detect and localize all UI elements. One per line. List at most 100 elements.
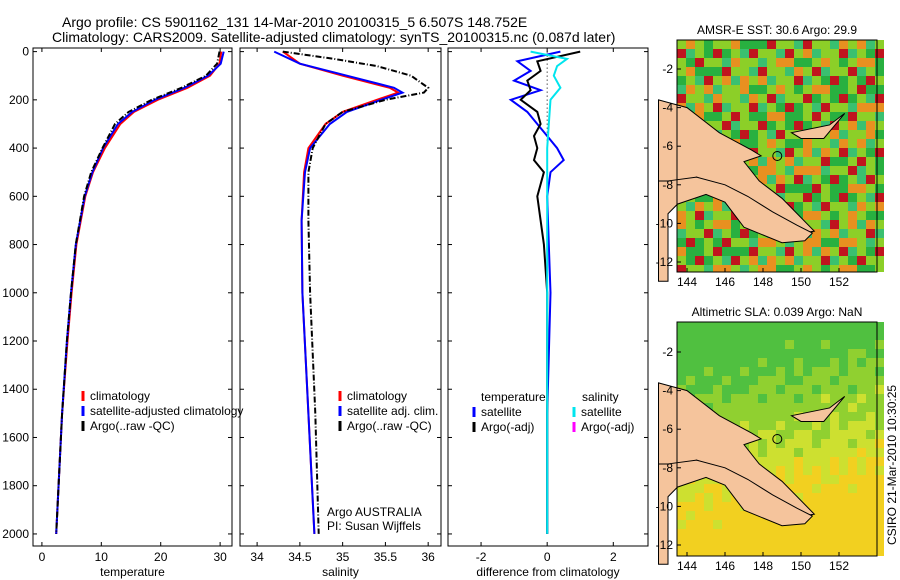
- map-cell: [785, 340, 794, 349]
- map-cell: [812, 349, 821, 358]
- map-cell: [731, 58, 740, 67]
- map-cell: [767, 520, 776, 529]
- map-cell: [839, 220, 848, 229]
- map-cell: [749, 103, 758, 112]
- map-cell: [749, 229, 758, 238]
- map-cell: [785, 331, 794, 340]
- map-cell: [713, 256, 722, 265]
- map-cell: [713, 76, 722, 85]
- map-cell: [794, 76, 803, 85]
- map-cell: [848, 103, 857, 112]
- map-cell: [677, 529, 686, 538]
- map-lon-label: 148: [753, 559, 773, 573]
- map-cell: [785, 367, 794, 376]
- map-cell: [830, 148, 839, 157]
- map-cell: [785, 67, 794, 76]
- map-cell: [830, 256, 839, 265]
- map-cell: [767, 430, 776, 439]
- map-cell: [857, 502, 866, 511]
- axes-box: [32, 47, 233, 547]
- map-cell: [758, 457, 767, 466]
- map-cell: [857, 385, 866, 394]
- map-cell: [722, 538, 731, 547]
- map-cell: [803, 493, 812, 502]
- map-lat-label: -6: [662, 422, 673, 436]
- map-cell: [821, 385, 830, 394]
- map-cell: [776, 394, 785, 403]
- map-cell: [758, 421, 767, 430]
- map-cell: [830, 130, 839, 139]
- map-cell: [821, 103, 830, 112]
- map-cell: [695, 112, 704, 121]
- map-cell: [785, 421, 794, 430]
- map-cell: [866, 448, 875, 457]
- map-cell: [821, 367, 830, 376]
- map-cell: [812, 385, 821, 394]
- map-cell: [875, 529, 884, 538]
- map-cell: [758, 547, 767, 556]
- map-cell: [830, 475, 839, 484]
- map-cell: [686, 229, 695, 238]
- map-cell: [722, 85, 731, 94]
- map-cell: [713, 247, 722, 256]
- map-cell: [677, 340, 686, 349]
- map-cell: [758, 112, 767, 121]
- map-cell: [866, 67, 875, 76]
- map-cell: [695, 220, 704, 229]
- map-cell: [821, 76, 830, 85]
- map-cell: [785, 157, 794, 166]
- map-cell: [767, 358, 776, 367]
- map-cell: [875, 520, 884, 529]
- map-cell: [812, 157, 821, 166]
- map-cell: [812, 511, 821, 520]
- map-cell: [875, 430, 884, 439]
- map-title: Altimetric SLA: 0.039 Argo: NaN: [692, 305, 863, 319]
- map-cell: [749, 49, 758, 58]
- map-cell: [731, 121, 740, 130]
- x-tick-label: -2: [476, 550, 487, 564]
- map-cell: [875, 139, 884, 148]
- map-cell: [875, 157, 884, 166]
- map-cell: [722, 358, 731, 367]
- y-tick-label: 200: [9, 93, 29, 107]
- map-cell: [749, 238, 758, 247]
- map-cell: [758, 403, 767, 412]
- map-cell: [740, 229, 749, 238]
- map-cell: [749, 376, 758, 385]
- map-cell: [776, 340, 785, 349]
- map-cell: [740, 511, 749, 520]
- map-cell: [767, 421, 776, 430]
- map-cell: [848, 529, 857, 538]
- map-cell: [713, 238, 722, 247]
- x-tick-label: 34: [250, 550, 264, 564]
- map-cell: [839, 202, 848, 211]
- map-cell: [776, 85, 785, 94]
- map-cell: [875, 121, 884, 130]
- map-cell: [803, 331, 812, 340]
- map-cell: [821, 466, 830, 475]
- map-cell: [713, 322, 722, 331]
- map-cell: [722, 121, 731, 130]
- map-cell: [686, 103, 695, 112]
- map-cell: [731, 265, 740, 272]
- map-cell: [866, 547, 875, 556]
- map-cell: [758, 529, 767, 538]
- map-cell: [695, 202, 704, 211]
- map-cell: [857, 421, 866, 430]
- map-cell: [794, 265, 803, 272]
- map-cell: [686, 67, 695, 76]
- map-cell: [758, 340, 767, 349]
- map-cell: [767, 85, 776, 94]
- map-cell: [857, 394, 866, 403]
- map-cell: [848, 49, 857, 58]
- map-cell: [758, 394, 767, 403]
- map-cell: [875, 493, 884, 502]
- map-cell: [776, 466, 785, 475]
- y-tick-label: 600: [9, 189, 29, 203]
- map-cell: [749, 439, 758, 448]
- map-cell: [857, 367, 866, 376]
- series-line-satellite-adj-clim-: [273, 50, 405, 534]
- map-cell: [686, 58, 695, 67]
- map-cell: [731, 403, 740, 412]
